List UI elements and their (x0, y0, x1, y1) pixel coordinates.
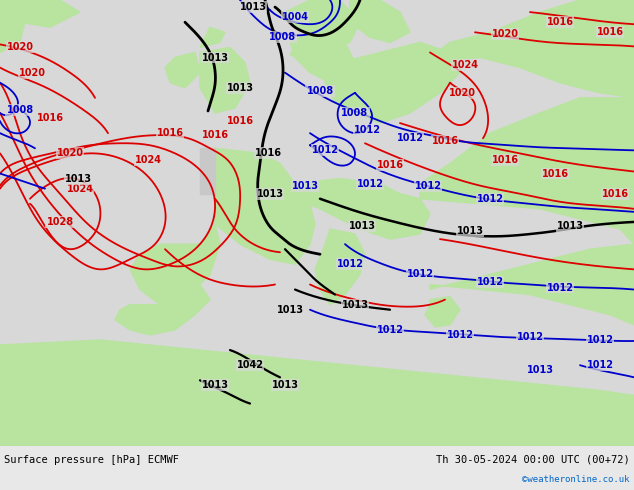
Text: 1024: 1024 (67, 184, 93, 194)
Text: 1013: 1013 (202, 52, 228, 63)
Polygon shape (0, 0, 80, 27)
Text: 1012: 1012 (354, 125, 380, 135)
Text: 1013: 1013 (557, 221, 583, 231)
Polygon shape (420, 98, 634, 244)
Text: 1012: 1012 (356, 179, 384, 189)
Text: 1013: 1013 (65, 173, 91, 184)
Text: 1012: 1012 (446, 330, 474, 340)
Text: 1013: 1013 (276, 305, 304, 315)
Polygon shape (0, 340, 634, 446)
Text: 1012: 1012 (377, 325, 403, 335)
Polygon shape (0, 0, 30, 52)
Polygon shape (0, 395, 634, 446)
Text: 1020: 1020 (491, 29, 519, 39)
Text: 1016: 1016 (157, 128, 183, 138)
Text: 1012: 1012 (547, 283, 574, 293)
Text: 1020: 1020 (448, 88, 476, 98)
Text: 1012: 1012 (337, 259, 363, 270)
Polygon shape (430, 0, 634, 98)
Text: 1012: 1012 (396, 133, 424, 143)
Polygon shape (430, 244, 634, 325)
Text: 1016: 1016 (37, 113, 63, 123)
Text: 1013: 1013 (271, 380, 299, 391)
Text: 1013: 1013 (526, 365, 553, 375)
Polygon shape (315, 229, 365, 305)
Text: 1012: 1012 (586, 360, 614, 370)
Text: 1012: 1012 (406, 270, 434, 279)
Polygon shape (350, 0, 410, 42)
Text: 1028: 1028 (46, 217, 74, 227)
Text: 1016: 1016 (547, 17, 574, 27)
Text: 1013: 1013 (257, 189, 283, 198)
Text: 1008: 1008 (342, 108, 368, 118)
Text: 1013: 1013 (456, 226, 484, 236)
Text: 1016: 1016 (432, 136, 458, 146)
Text: 1013: 1013 (202, 380, 228, 391)
Text: 1016: 1016 (254, 148, 281, 158)
Text: 1016: 1016 (377, 160, 403, 171)
Polygon shape (165, 52, 200, 88)
Polygon shape (280, 0, 360, 48)
Text: 1008: 1008 (306, 86, 333, 96)
Text: Th 30-05-2024 00:00 UTC (00+72): Th 30-05-2024 00:00 UTC (00+72) (436, 455, 630, 465)
Text: 1013: 1013 (292, 181, 318, 191)
Text: 1008: 1008 (6, 105, 34, 115)
Text: 1016: 1016 (226, 116, 254, 126)
Text: 1042: 1042 (236, 360, 264, 370)
Text: 1012: 1012 (477, 277, 503, 288)
Polygon shape (215, 148, 315, 264)
Text: ©weatheronline.co.uk: ©weatheronline.co.uk (522, 475, 630, 485)
Polygon shape (115, 285, 210, 335)
Text: 1024: 1024 (134, 155, 162, 166)
Text: 1016: 1016 (602, 189, 628, 198)
Text: 1016: 1016 (541, 169, 569, 178)
Text: 1012: 1012 (415, 181, 441, 191)
Text: Surface pressure [hPa] ECMWF: Surface pressure [hPa] ECMWF (4, 455, 179, 465)
Polygon shape (200, 148, 215, 194)
Text: 1016: 1016 (491, 155, 519, 166)
Text: 1020: 1020 (56, 148, 84, 158)
Text: 1012: 1012 (311, 146, 339, 155)
Text: 1024: 1024 (451, 60, 479, 70)
Text: 1012: 1012 (517, 332, 543, 342)
Text: 1012: 1012 (586, 335, 614, 345)
Polygon shape (290, 32, 355, 83)
Text: 1016: 1016 (597, 27, 623, 37)
Text: 1020: 1020 (18, 68, 46, 77)
Text: 1013: 1013 (240, 2, 266, 12)
Polygon shape (200, 48, 250, 113)
Polygon shape (130, 224, 220, 305)
Polygon shape (295, 178, 430, 239)
Text: 1013: 1013 (226, 83, 254, 93)
Polygon shape (200, 27, 225, 48)
Text: 1004: 1004 (281, 12, 309, 22)
Text: 1020: 1020 (6, 43, 34, 52)
Text: 1012: 1012 (477, 194, 503, 204)
Text: 1013: 1013 (342, 300, 368, 310)
Text: 1008: 1008 (268, 32, 295, 42)
Polygon shape (425, 296, 460, 327)
Text: 1016: 1016 (202, 130, 228, 140)
Polygon shape (325, 42, 460, 123)
Text: 1013: 1013 (349, 221, 375, 231)
Polygon shape (290, 45, 320, 63)
